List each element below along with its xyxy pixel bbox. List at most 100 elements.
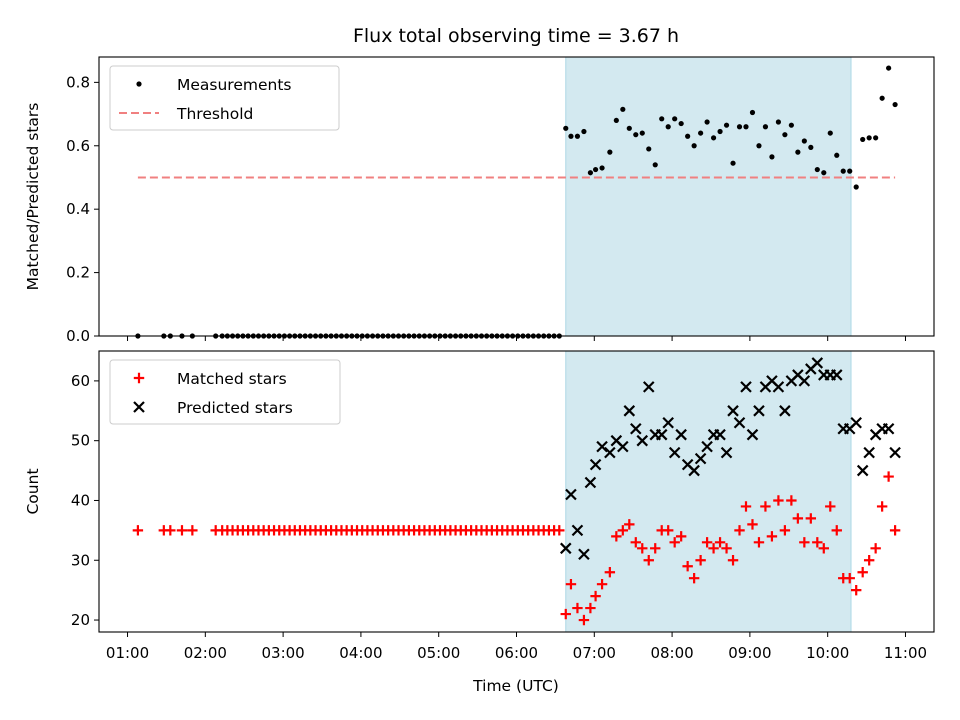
x-tick-label: 06:00 xyxy=(495,644,538,662)
measurements-point xyxy=(685,133,691,139)
matched-stars-point xyxy=(805,513,817,524)
matched-stars-point xyxy=(876,501,888,512)
matched-stars-point xyxy=(779,525,791,536)
measurements-point xyxy=(730,160,736,166)
measurements-point xyxy=(613,117,619,124)
predicted-stars-point xyxy=(720,446,733,459)
measurements-point xyxy=(873,135,879,141)
predicted-stars-point xyxy=(578,548,590,561)
predicted-stars-point xyxy=(584,476,597,489)
measurements-point xyxy=(762,124,769,130)
x-tick-label: 04:00 xyxy=(339,644,382,662)
predicted-stars-point xyxy=(850,416,862,429)
predicted-stars-point xyxy=(863,446,875,459)
measurements-point xyxy=(563,125,569,131)
matched-stars-point xyxy=(883,471,894,482)
measurements-point xyxy=(743,124,749,130)
predicted-stars-point xyxy=(830,369,843,381)
matched-stars-point xyxy=(863,555,875,566)
measurements-point xyxy=(646,146,652,152)
y-tick-label: 50 xyxy=(71,432,90,450)
predicted-stars-point xyxy=(882,422,895,435)
measurements-point xyxy=(814,166,820,173)
predicted-stars-point xyxy=(727,405,739,417)
predicted-stars-point xyxy=(623,405,636,417)
measurements-point xyxy=(599,165,605,171)
measurements-point xyxy=(639,130,645,136)
y-tick-label: 0.2 xyxy=(66,264,90,282)
measurements-point xyxy=(574,133,581,139)
matched-stars-point xyxy=(637,543,648,554)
matched-stars-point xyxy=(812,537,823,548)
legend-swatch xyxy=(136,81,142,87)
measurements-point xyxy=(678,120,684,127)
legend-swatch xyxy=(133,372,145,384)
matched-stars-point xyxy=(617,525,629,536)
observing-interval-shade xyxy=(565,57,852,336)
legend-label: Matched stars xyxy=(177,370,287,388)
x-tick-label: 01:00 xyxy=(106,644,149,662)
chart-title: Flux total observing time = 3.67 h xyxy=(353,25,679,47)
predicted-stars-point xyxy=(630,422,642,435)
matched-stars-point xyxy=(611,531,622,542)
measurements-point xyxy=(672,116,678,122)
measurements-point xyxy=(723,122,730,128)
measurements-point xyxy=(633,132,639,138)
y-tick-label: 0.0 xyxy=(66,327,90,345)
measurements-point xyxy=(892,101,898,108)
matched-stars-point xyxy=(578,614,590,626)
y-axis-label: Matched/Predicted stars xyxy=(24,103,42,291)
predicted-stars-point xyxy=(668,446,681,459)
matched-stars-point xyxy=(650,543,661,554)
matched-stars-point xyxy=(585,602,596,614)
matched-stars-point xyxy=(734,525,745,536)
predicted-stars-point xyxy=(636,434,649,447)
measurements-point xyxy=(620,106,626,112)
matched-stars-point xyxy=(857,567,868,578)
measurements-point xyxy=(821,170,827,176)
matched-stars-point xyxy=(675,531,687,542)
predicted-stars-point xyxy=(701,440,713,453)
predicted-stars-point xyxy=(811,357,824,369)
matched-stars-point xyxy=(760,501,771,512)
matched-stars-point xyxy=(669,537,680,548)
predicted-stars-point xyxy=(688,464,700,477)
matched-stars-point xyxy=(714,537,726,548)
measurements-point xyxy=(795,149,801,155)
matched-stars-point xyxy=(187,525,198,536)
measurements-point xyxy=(665,124,671,130)
measurements-point xyxy=(626,125,632,131)
legend-label: Threshold xyxy=(176,105,253,123)
measurements-point xyxy=(827,130,833,136)
legend-label: Predicted stars xyxy=(177,399,293,417)
matched-stars-point xyxy=(165,525,176,536)
measurements-point xyxy=(769,154,775,160)
measurements-point xyxy=(691,143,697,149)
matched-stars-point xyxy=(624,519,635,530)
matched-stars-point xyxy=(132,525,144,536)
predicted-stars-point xyxy=(753,405,765,417)
matched-stars-point xyxy=(870,543,881,554)
legend-box xyxy=(109,65,340,131)
measurements-point xyxy=(808,144,814,150)
matched-stars-point xyxy=(766,531,778,542)
predicted-stars-point xyxy=(733,416,746,429)
predicted-stars-point xyxy=(559,542,572,555)
matched-stars-point xyxy=(792,513,804,524)
matched-stars-point xyxy=(630,537,641,548)
predicted-stars-point xyxy=(571,524,584,537)
measurements-point xyxy=(860,136,866,143)
measurements-point xyxy=(704,119,710,125)
y-axis-label: Count xyxy=(24,468,42,514)
predicted-stars-point xyxy=(889,446,901,459)
predicted-stars-point xyxy=(779,405,791,417)
matched-stars-point xyxy=(695,555,706,566)
predicted-stars-point xyxy=(604,446,616,459)
measurements-point xyxy=(886,65,892,71)
measurements-point xyxy=(840,168,846,174)
matched-stars-point xyxy=(753,537,765,548)
predicted-stars-point xyxy=(589,458,602,471)
y-tick-label: 0.4 xyxy=(66,200,90,218)
y-tick-label: 60 xyxy=(71,372,90,390)
matched-stars-point xyxy=(844,572,855,584)
